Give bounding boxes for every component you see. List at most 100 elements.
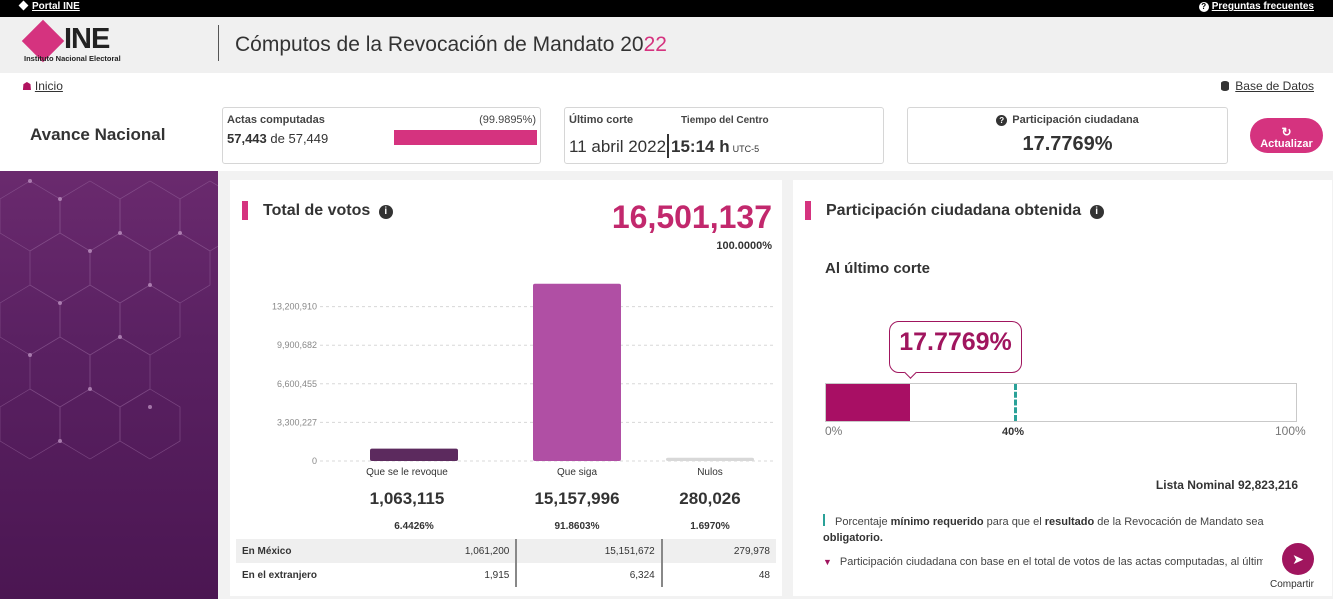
corte-separator	[667, 134, 669, 158]
cell-nulos: 48	[660, 563, 776, 587]
row-label: En el extranjero	[242, 569, 318, 581]
page-title-accent: 22	[643, 33, 667, 56]
cat-label-revoque: Que se le revoque	[366, 467, 448, 478]
cat-value-revoque: 1,063,115	[369, 489, 445, 508]
actas-label: Actas computadas	[227, 114, 325, 126]
row-label: En México	[236, 539, 413, 563]
cell-nulos: 279,978	[660, 539, 776, 563]
actas-card: Actas computadas (99.9895%) 57,443 de 57…	[222, 107, 541, 164]
note-text: de la Revocación de Mandato sea	[1094, 516, 1264, 528]
votos-bar-chart: 0 3,300,227 6,600,455 9,900,682 13,200,910	[230, 268, 782, 478]
top-bar: Portal INE ? Preguntas frecuentes	[0, 0, 1333, 17]
hexagon-pattern	[0, 179, 218, 460]
actas-percent: (99.9895%)	[479, 114, 536, 126]
ine-logo[interactable]: INE Instituto Nacional Electoral	[21, 19, 154, 65]
lista-nominal-label: Lista Nominal	[1155, 478, 1235, 492]
share-icon: ➤	[1282, 543, 1314, 575]
participacion-legend: ▼ Participación ciudadana con base en el …	[823, 554, 1263, 570]
dashed-line-icon	[823, 514, 825, 526]
base-datos-link[interactable]: Base de Datos	[1235, 79, 1314, 93]
total-votos-title-text: Total de votos	[263, 202, 371, 219]
diamond-icon	[18, 0, 29, 11]
info-icon[interactable]: i	[378, 205, 393, 219]
question-icon: ?	[1198, 2, 1209, 12]
timezone-label: Tiempo del Centro	[681, 115, 769, 126]
participacion-card-value: 17.7769%	[1022, 133, 1113, 155]
faq-link[interactable]: ? Preguntas frecuentes	[1198, 1, 1314, 12]
y-tick-label: 9,900,682	[277, 340, 317, 350]
table-row: En el extranjero 1,915 6,324 48	[236, 563, 776, 587]
page-title-main: Cómputos de la Revocación de Mandato 20	[235, 33, 644, 56]
note-bold: resultado	[1044, 516, 1095, 528]
decorative-hexagon-panel	[0, 171, 218, 599]
participacion-title-text: Participación ciudadana obtenida	[826, 202, 1082, 219]
corte-time-value: 15:14 h	[671, 137, 730, 156]
participacion-card-label: ? Participación ciudadana	[908, 114, 1227, 126]
base-datos: Base de Datos	[1221, 79, 1314, 93]
avance-nacional-heading: Avance Nacional	[30, 125, 166, 144]
corte-label: Último corte	[569, 114, 634, 126]
triangle-down-icon: ▼	[823, 557, 832, 567]
portal-ine-link[interactable]: Portal INE	[18, 0, 80, 12]
threshold-legend: Porcentaje mínimo requerido para que el …	[823, 514, 1293, 546]
axis-max-label: 100%	[1275, 424, 1306, 438]
ine-logo-text: INE	[64, 23, 110, 55]
participacion-progress-bar	[825, 383, 1297, 422]
ine-logo-subtitle: Instituto Nacional Electoral	[24, 54, 121, 63]
lista-nominal: Lista Nominal 92,823,216	[1156, 478, 1298, 492]
al-ultimo-corte-heading: Al último corte	[825, 260, 931, 277]
cat-label-siga: Que siga	[556, 467, 598, 478]
total-votos-percent: 100.0000%	[716, 240, 772, 252]
actas-done: 57,443	[227, 131, 267, 146]
header-divider	[218, 25, 219, 61]
actas-count: 57,443 de 57,449	[227, 131, 328, 146]
cell-revoque: 1,061,200	[412, 539, 517, 563]
y-tick-label: 0	[312, 456, 317, 466]
inicio-link[interactable]: Inicio	[34, 79, 63, 93]
faq-label: Preguntas frecuentes	[1211, 1, 1314, 12]
corte-utc: UTC-5	[732, 144, 760, 154]
participacion-panel: Participación ciudadana obtenida i Al úl…	[793, 180, 1332, 596]
question-icon[interactable]: ?	[996, 115, 1008, 126]
share-button[interactable]: ➤ Compartir	[1270, 540, 1322, 595]
actas-progress-fill	[394, 130, 537, 145]
cat-percent-revoque: 6.4426%	[394, 521, 434, 532]
total-votos-panel: Total de votos i 16,501,137 100.0000% 0 3…	[230, 180, 782, 596]
bar-0[interactable]	[370, 448, 458, 461]
note-bold: obligatorio.	[823, 532, 883, 544]
corte-date: 11 abril 2022	[569, 137, 667, 156]
participacion-card: ? Participación ciudadana 17.7769%	[907, 107, 1228, 164]
page-title: Cómputos de la Revocación de Mandato 202…	[235, 33, 667, 57]
votos-breakdown-table: En México 1,061,200 15,151,672 279,978 E…	[236, 539, 776, 587]
participacion-title: Participación ciudadana obtenida i	[805, 201, 1106, 220]
portal-ine-label: Portal INE	[32, 1, 80, 12]
participacion-progress-fill	[826, 384, 910, 421]
note-text: Porcentaje	[835, 516, 891, 528]
refresh-icon: ↻	[1281, 124, 1292, 139]
actualizar-label: Actualizar	[1260, 137, 1313, 150]
note-bold: mínimo requerido	[890, 516, 984, 528]
bar-1[interactable]	[533, 283, 621, 461]
cat-label-nulos: Nulos	[697, 467, 723, 478]
participacion-bubble: 17.7769%	[889, 321, 1022, 373]
table-row: En México 1,061,200 15,151,672 279,978	[236, 539, 776, 563]
info-icon[interactable]: i	[1089, 205, 1104, 219]
share-label: Compartir	[1270, 579, 1314, 590]
breadcrumb: ☗ Inicio	[22, 79, 63, 93]
votos-chart-svg: 0 3,300,227 6,600,455 9,900,682 13,200,910	[272, 283, 775, 466]
header: INE Instituto Nacional Electoral Cómputo…	[0, 17, 1333, 73]
threshold-marker	[1014, 384, 1017, 421]
bar-2[interactable]	[666, 457, 754, 461]
lista-nominal-value: 92,823,216	[1237, 478, 1298, 492]
actualizar-button[interactable]: ↻ Actualizar	[1250, 118, 1323, 153]
database-icon	[1221, 81, 1230, 91]
actas-total: 57,449	[288, 131, 329, 146]
home-icon: ☗	[22, 81, 32, 93]
total-votos-title: Total de votos i	[242, 201, 395, 220]
total-votos-value: 16,501,137	[611, 199, 772, 235]
cell-siga: 15,151,672	[515, 539, 662, 563]
cell-siga: 6,324	[515, 563, 662, 587]
cell-revoque: 1,915	[484, 569, 510, 581]
cat-percent-siga: 91.8603%	[554, 521, 600, 532]
participacion-card-label-text: Participación ciudadana	[1012, 114, 1139, 126]
